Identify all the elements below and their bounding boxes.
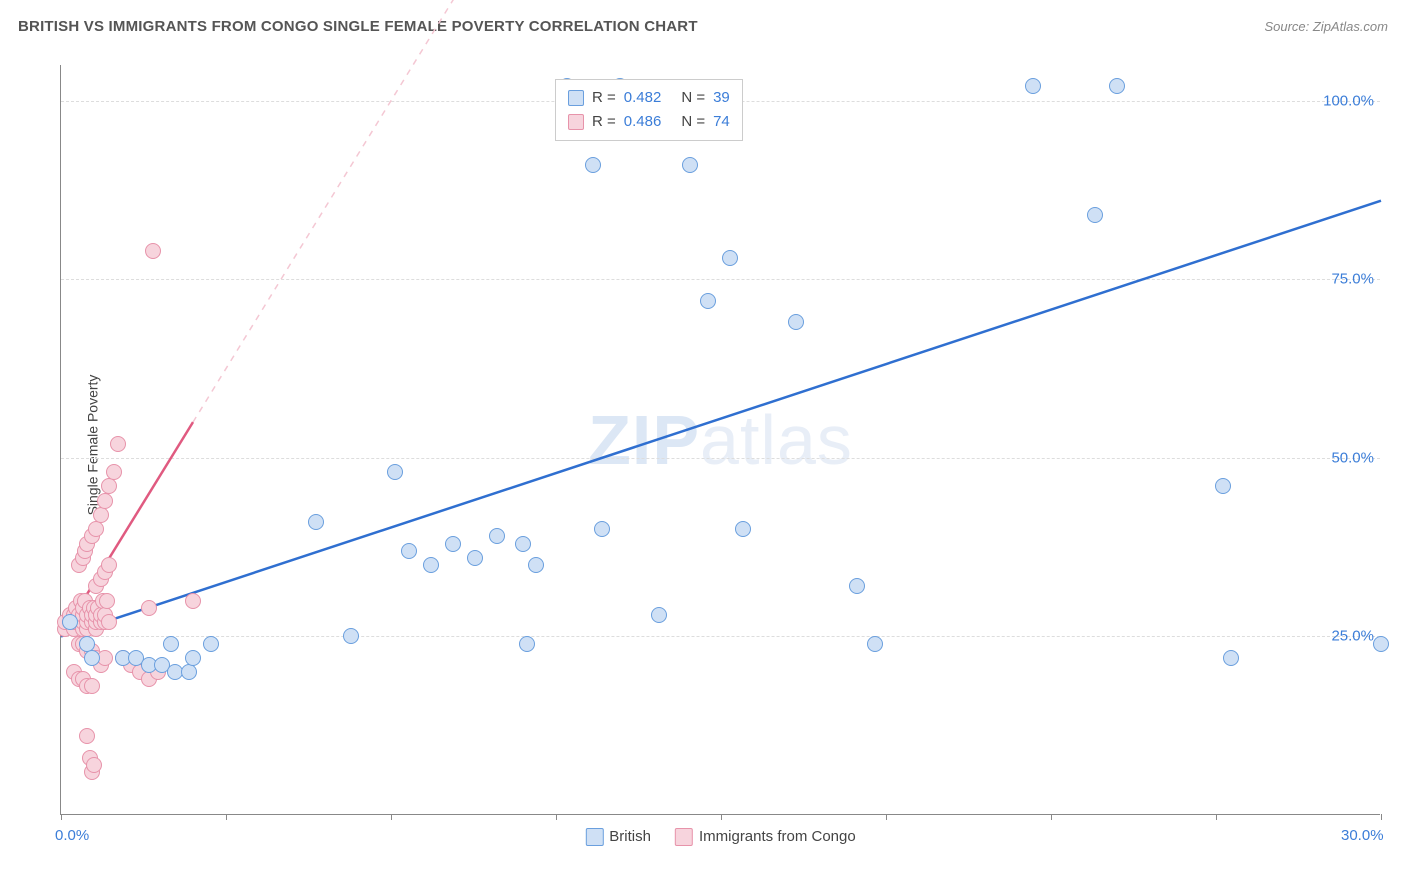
data-point [594, 521, 610, 537]
data-point [423, 557, 439, 573]
trend-line-dashed [193, 0, 501, 422]
data-point [788, 314, 804, 330]
data-point [682, 157, 698, 173]
data-point [1025, 78, 1041, 94]
x-tick-label: 0.0% [55, 827, 89, 844]
data-point [1087, 207, 1103, 223]
x-tick-label: 30.0% [1341, 827, 1384, 844]
data-point [489, 528, 505, 544]
data-point [1223, 650, 1239, 666]
data-point [735, 521, 751, 537]
data-point [700, 293, 716, 309]
data-point [99, 593, 115, 609]
data-point [101, 478, 117, 494]
data-point [141, 600, 157, 616]
legend-item: Immigrants from Congo [675, 828, 856, 846]
legend-item: British [585, 828, 651, 846]
data-point [849, 578, 865, 594]
data-point [101, 614, 117, 630]
data-point [867, 636, 883, 652]
data-point [84, 678, 100, 694]
data-point [585, 157, 601, 173]
data-point [203, 636, 219, 652]
data-point [651, 607, 667, 623]
data-point [88, 521, 104, 537]
legend-swatch [675, 828, 693, 846]
trend-line [61, 201, 1381, 637]
data-point [93, 507, 109, 523]
data-point [401, 543, 417, 559]
data-point [308, 514, 324, 530]
data-point [163, 636, 179, 652]
data-point [62, 614, 78, 630]
data-point [181, 664, 197, 680]
data-point [185, 593, 201, 609]
data-point [101, 557, 117, 573]
data-point [445, 536, 461, 552]
data-point [1109, 78, 1125, 94]
data-point [519, 636, 535, 652]
legend-swatch [585, 828, 603, 846]
data-point [106, 464, 122, 480]
data-point [79, 728, 95, 744]
legend-swatch [568, 90, 584, 106]
x-tick-mark [1381, 814, 1382, 820]
trend-lines-layer [61, 65, 1381, 815]
stats-legend-row: R = 0.486N = 74 [568, 110, 730, 134]
data-point [722, 250, 738, 266]
data-point [343, 628, 359, 644]
data-point [145, 243, 161, 259]
data-point [86, 757, 102, 773]
series-legend: British Immigrants from Congo [585, 828, 855, 846]
data-point [467, 550, 483, 566]
data-point [515, 536, 531, 552]
legend-swatch [568, 114, 584, 130]
data-point [185, 650, 201, 666]
data-point [1373, 636, 1389, 652]
data-point [1215, 478, 1231, 494]
stats-legend: R = 0.482N = 39R = 0.486N = 74 [555, 79, 743, 141]
data-point [84, 650, 100, 666]
scatter-plot-area: ZIPatlas 25.0%50.0%75.0%100.0%0.0%30.0%R… [60, 65, 1380, 815]
data-point [110, 436, 126, 452]
data-point [97, 493, 113, 509]
source-attribution: Source: ZipAtlas.com [1264, 19, 1388, 34]
data-point [387, 464, 403, 480]
chart-title: BRITISH VS IMMIGRANTS FROM CONGO SINGLE … [18, 18, 698, 35]
stats-legend-row: R = 0.482N = 39 [568, 86, 730, 110]
data-point [528, 557, 544, 573]
